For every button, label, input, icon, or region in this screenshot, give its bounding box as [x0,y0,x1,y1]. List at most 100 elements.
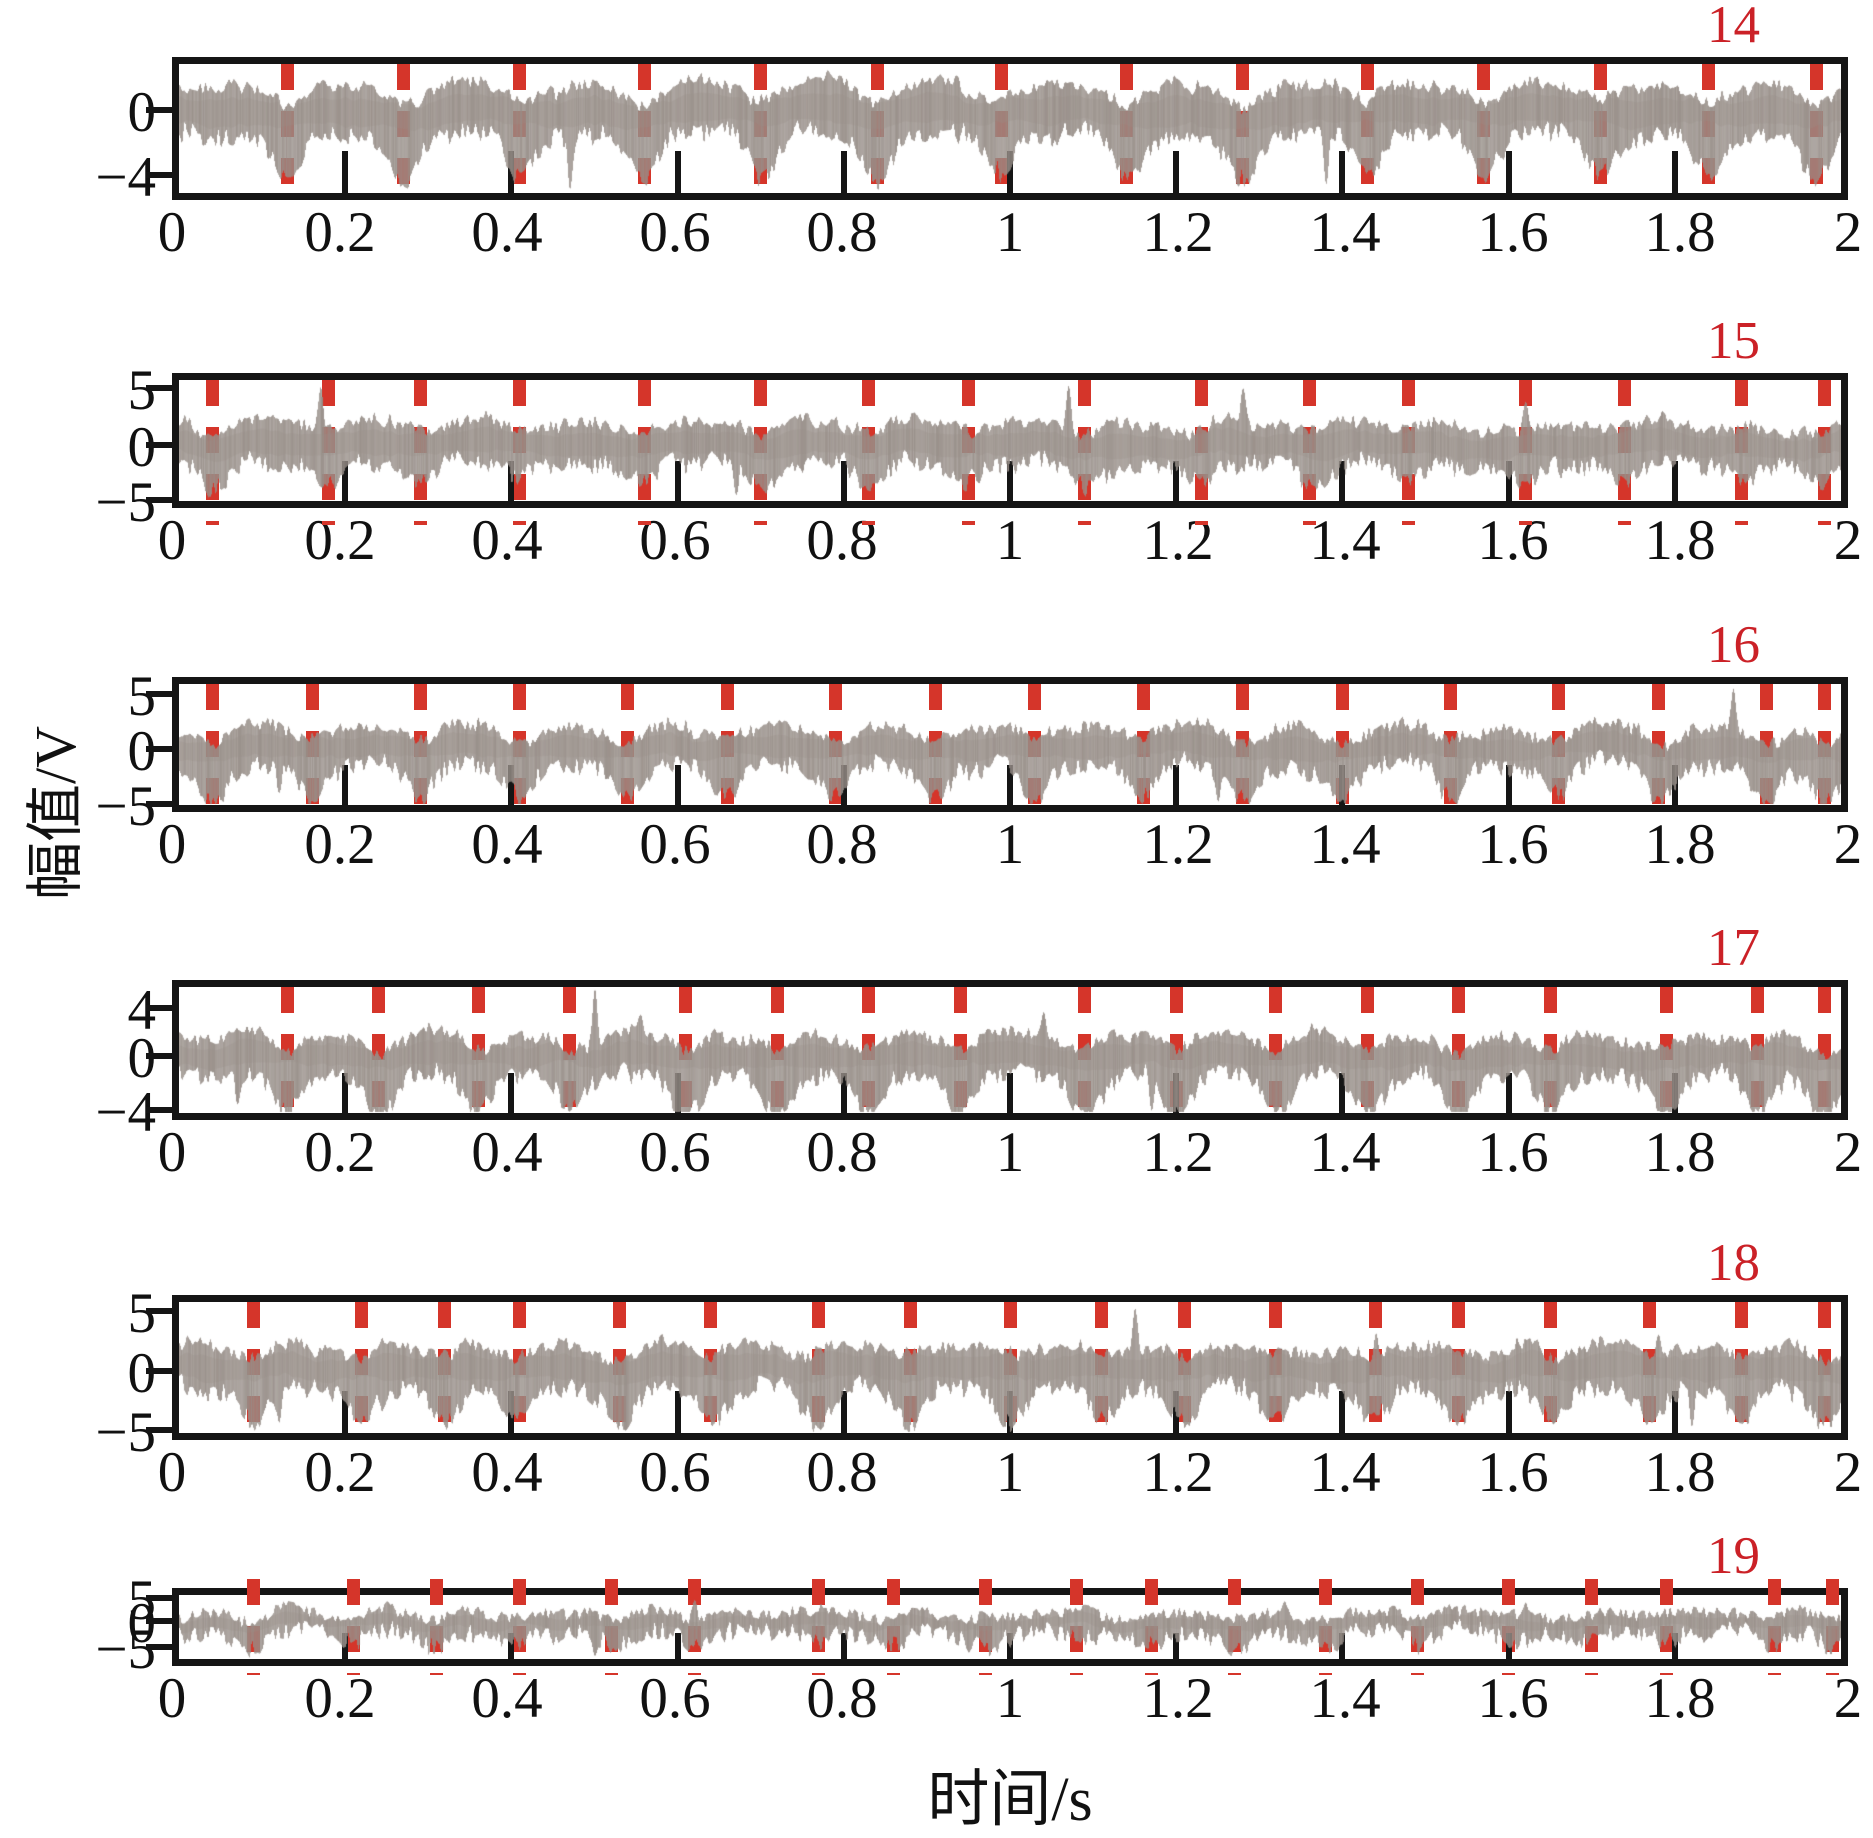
x-tick-label: 1.4 [1309,509,1381,572]
panel-number: 14 [1707,0,1760,54]
x-tick-label: 1.8 [1644,1667,1716,1730]
x-tick-label-row: 0 0.2 0.4 0.6 0.8 1 1.2 1.4 1.6 1.8 2 [158,813,1863,880]
waveform-canvas [179,380,1841,501]
x-tick-label-row: 0 0.2 0.4 0.6 0.8 1 1.2 1.4 1.6 1.8 2 [158,201,1863,268]
x-tick-label: 1.4 [1309,1121,1381,1184]
x-tick-label: 1.2 [1142,1441,1214,1504]
panel-16: 5 0 −5 0 0.2 0.4 0.6 0.8 1 1.2 1.4 1.6 1.8 2 16 [95,619,1862,874]
y-tick-label: −5 [95,775,156,838]
x-tick-label: 0 [157,201,187,264]
y-axis-tick [146,1427,172,1433]
x-tick-label: 1.6 [1477,509,1549,572]
x-tick-label: 0 [157,813,187,876]
x-tick-label: 0.4 [471,813,543,876]
x-tick-label: 1.4 [1309,1441,1381,1504]
y-tick-label: 0 [127,720,157,783]
x-tick-label: 0.4 [471,1667,543,1730]
panel-18: 5 0 −5 0 0.2 0.4 0.6 0.8 1 1.2 1.4 1.6 1.8 2 18 [95,1237,1862,1502]
y-axis-tick [146,1644,172,1650]
x-tick-label: 0.8 [806,813,878,876]
x-tick-label: 2 [1833,201,1863,264]
x-tick-label-row: 0 0.2 0.4 0.6 0.8 1 1.2 1.4 1.6 1.8 2 [158,1121,1863,1188]
x-tick-label-row: 0 0.2 0.4 0.6 0.8 1 1.2 1.4 1.6 1.8 2 [158,1441,1863,1508]
panel-19: 5 0 −5 0 0.2 0.4 0.6 0.8 1 1.2 1.4 1.6 1.8 2 19 [95,1530,1862,1728]
x-tick-label: 1.4 [1309,813,1381,876]
x-tick-label: 0.6 [639,1121,711,1184]
y-axis-tick [146,497,172,503]
x-tick-label: 1.2 [1142,1121,1214,1184]
panel-15: 5 0 −5 0 0.2 0.4 0.6 0.8 1 1.2 1.4 1.6 1.8 2 15 [95,315,1862,570]
panel-number: 17 [1707,919,1760,977]
x-tick-label: 1.8 [1644,201,1716,264]
x-tick-label: 1.4 [1309,201,1381,264]
y-axis-tick [146,1005,172,1011]
x-tick-label: 1 [995,509,1025,572]
x-tick-label: 1.8 [1644,813,1716,876]
y-axis-tick [146,1107,172,1113]
plot-area [179,684,1841,813]
x-tick-label: 1 [995,201,1025,264]
x-tick-label: 0.2 [304,201,376,264]
x-tick-label-row: 0 0.2 0.4 0.6 0.8 1 1.2 1.4 1.6 1.8 2 [158,1667,1863,1734]
x-tick-label: 1.6 [1477,201,1549,264]
plot-area [179,987,1841,1121]
x-tick-label: 0.2 [304,813,376,876]
x-tick-label: 0.8 [806,1441,878,1504]
x-tick-label: 0.4 [471,201,543,264]
x-tick-label: 0.8 [806,1121,878,1184]
x-tick-label: 1 [995,1121,1025,1184]
x-tick-label: 0.2 [304,1121,376,1184]
x-tick-label: 2 [1833,813,1863,876]
y-tick-label: 0 [127,81,157,144]
y-tick-label: 0 [127,1342,157,1405]
x-tick-label: 0.2 [304,1667,376,1730]
y-axis-tick [146,1618,172,1624]
x-tick-label: 1.8 [1644,1441,1716,1504]
y-tick-label: 5 [127,1282,157,1345]
x-tick-label: 1.6 [1477,1121,1549,1184]
y-tick-label: −5 [95,471,156,534]
x-tick-label: 1.4 [1309,1667,1381,1730]
x-tick-label: 1.6 [1477,1441,1549,1504]
y-axis-tick [146,1308,172,1314]
x-tick-label: 0.2 [304,1441,376,1504]
x-tick-label: 1 [995,813,1025,876]
x-tick-label: 1.8 [1644,1121,1716,1184]
x-tick-label: 1.2 [1142,201,1214,264]
plot-area [179,1579,1841,1675]
x-tick-label: 0 [157,1441,187,1504]
x-tick-label: 0.4 [471,1441,543,1504]
x-tick-label: 0.6 [639,1441,711,1504]
x-tick-label: 0.8 [806,201,878,264]
y-axis-tick [146,1053,172,1059]
x-tick-label: 0.6 [639,509,711,572]
x-tick-label: 2 [1833,1121,1863,1184]
panel-number: 15 [1707,312,1760,370]
x-tick-label: 0 [157,1121,187,1184]
x-tick-label: 1.2 [1142,813,1214,876]
plot-area [179,64,1841,203]
x-tick-label: 0 [157,1667,187,1730]
y-axis-tick [146,746,172,752]
x-tick-label: 0.2 [304,509,376,572]
x-tick-label: 1 [995,1667,1025,1730]
x-tick-label: 2 [1833,1667,1863,1730]
x-tick-label: 2 [1833,1441,1863,1504]
x-tick-label: 0.4 [471,509,543,572]
panel-14: 0 −4 0 0.2 0.4 0.6 0.8 1 1.2 1.4 1.6 1.8 2 14 [95,0,1862,261]
y-tick-label: 5 [127,359,157,422]
waveform-canvas [179,1302,1841,1433]
x-tick-label: 0.6 [639,201,711,264]
x-tick-label: 1.8 [1644,509,1716,572]
y-tick-label: 0 [127,1027,157,1090]
x-tick-label: 1 [995,1441,1025,1504]
y-axis-tick [146,801,172,807]
y-axis-tick [146,1595,172,1601]
x-tick-label: 2 [1833,509,1863,572]
waveform-canvas [179,684,1841,805]
y-tick-label: −5 [95,1401,156,1464]
x-tick-label: 1.6 [1477,1667,1549,1730]
y-axis-tick [146,442,172,448]
y-axis-tick [146,172,172,178]
